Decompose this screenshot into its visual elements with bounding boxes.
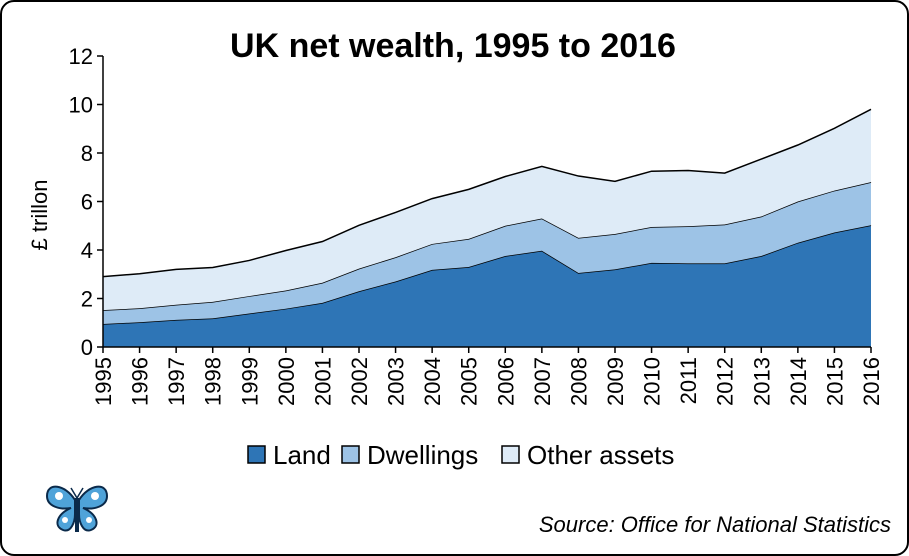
x-tick-label: 2011 <box>676 357 701 404</box>
x-tick-label: 2002 <box>347 357 372 406</box>
y-tick-label: 8 <box>81 141 93 166</box>
y-tick-label: 4 <box>81 238 93 263</box>
y-tick-label: 2 <box>81 287 93 312</box>
x-tick-label: 2000 <box>274 357 299 406</box>
legend-swatch-other-assets <box>501 445 520 464</box>
legend-label-land: Land <box>273 440 331 470</box>
area-land <box>103 225 871 347</box>
x-tick-label: 2007 <box>530 357 555 406</box>
y-tick-label: 10 <box>69 93 93 118</box>
x-tick-label: 2003 <box>384 357 409 406</box>
x-tick-label: 2015 <box>822 357 847 406</box>
area-layer <box>102 108 872 347</box>
legend-label-dwellings: Dwellings <box>367 440 478 470</box>
y-tick-label: 12 <box>69 44 93 69</box>
area-dwellings <box>103 182 871 324</box>
axis-layer: 0 2 4 6 8 10 12 1995 1996 1997 1998 1999 2000 2001 200… <box>69 44 884 406</box>
x-tick-label: 2013 <box>749 357 774 406</box>
x-tick-label: 2001 <box>310 357 335 406</box>
legend-label-other-assets: Other assets <box>527 440 674 470</box>
legend: Land Dwellings Other assets <box>247 440 674 470</box>
x-tick-label: 1999 <box>237 357 262 406</box>
x-tick-label: 2014 <box>786 357 811 406</box>
chart-title: UK net wealth, 1995 to 2016 <box>230 27 676 65</box>
x-tick-label: 2009 <box>603 357 628 406</box>
x-tick-label: 2012 <box>713 357 738 406</box>
y-tick-label: 0 <box>81 335 93 360</box>
series-line-other-assets <box>102 108 872 278</box>
x-tick-label: 2004 <box>420 357 445 406</box>
x-tick-label: 2016 <box>859 357 884 406</box>
area-other-assets <box>103 109 871 311</box>
x-tick-label: 1995 <box>91 357 116 406</box>
legend-swatch-dwellings <box>341 445 360 464</box>
x-tick-label: 2008 <box>566 357 591 406</box>
x-tick-label: 1996 <box>128 357 153 406</box>
legend-swatch-land <box>247 445 266 464</box>
butterfly-logo-icon <box>45 485 109 532</box>
x-tick-label: 1997 <box>164 357 189 406</box>
y-tick-label: 6 <box>81 190 93 215</box>
y-axis-label: £ trillon <box>27 180 52 251</box>
x-tick-label: 2010 <box>640 357 665 406</box>
source-note: Source: Office for National Statistics <box>539 512 891 537</box>
x-tick-label: 2005 <box>457 357 482 406</box>
x-tick-label: 2006 <box>493 357 518 406</box>
x-tick-label: 1998 <box>201 357 226 406</box>
